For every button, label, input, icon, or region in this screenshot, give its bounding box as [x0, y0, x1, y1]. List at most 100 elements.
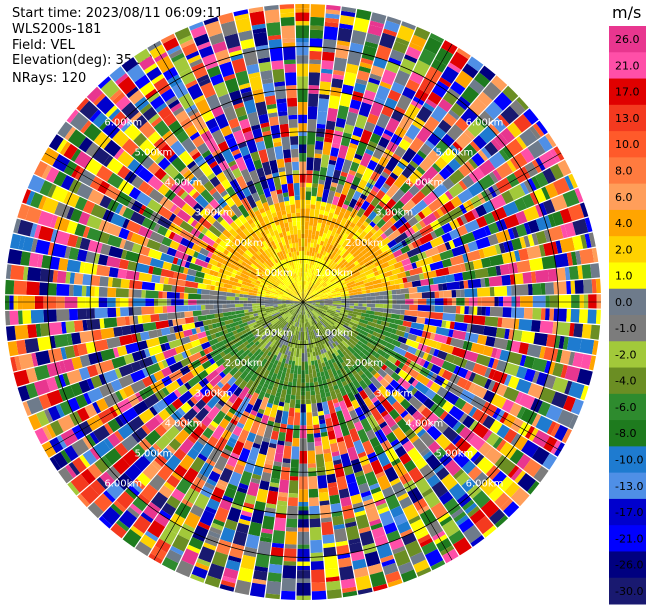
velocity-gate — [6, 325, 16, 341]
velocity-gate — [137, 315, 143, 324]
velocity-gate — [441, 40, 458, 55]
velocity-gate — [357, 291, 363, 295]
velocity-gate — [409, 160, 419, 169]
colorbar-tick-label: 1.0 — [615, 270, 633, 283]
velocity-gate — [450, 448, 461, 459]
velocity-gate — [453, 272, 464, 282]
velocity-gate — [372, 144, 386, 160]
velocity-gate — [376, 218, 386, 229]
velocity-gate — [503, 374, 512, 386]
velocity-gate — [313, 314, 317, 319]
velocity-gate — [356, 221, 363, 228]
velocity-gate — [405, 179, 414, 188]
velocity-gate — [310, 294, 314, 298]
velocity-gate — [584, 233, 592, 249]
velocity-gate — [370, 335, 376, 341]
velocity-gate — [314, 230, 320, 240]
velocity-gate — [291, 326, 296, 335]
velocity-gate — [232, 490, 247, 507]
velocity-gate — [318, 384, 324, 390]
velocity-gate — [296, 314, 300, 323]
velocity-gate — [514, 470, 526, 484]
velocity-gate — [303, 302, 306, 311]
velocity-gate — [553, 146, 565, 161]
velocity-gate — [319, 81, 331, 96]
velocity-gate — [313, 285, 317, 289]
velocity-gate — [523, 307, 533, 320]
velocity-gate — [355, 343, 364, 352]
velocity-gate — [502, 201, 519, 217]
velocity-gate — [273, 461, 282, 467]
velocity-gate — [319, 294, 328, 298]
velocity-gate — [294, 313, 299, 323]
velocity-gate — [308, 317, 313, 326]
velocity-gate — [326, 580, 341, 591]
velocity-gate — [291, 148, 299, 158]
velocity-gate — [342, 203, 349, 210]
colorbar-tick-label: 26.0 — [615, 33, 640, 46]
velocity-gate — [532, 123, 545, 137]
velocity-gate — [268, 416, 276, 422]
velocity-gate — [298, 310, 301, 315]
velocity-gate — [369, 221, 376, 228]
velocity-gate — [335, 117, 346, 128]
velocity-gate — [290, 347, 295, 357]
velocity-gate — [436, 243, 448, 254]
velocity-gate — [357, 227, 364, 234]
velocity-gate — [388, 322, 399, 330]
velocity-gate — [591, 247, 599, 263]
velocity-gate — [380, 186, 389, 194]
velocity-gate — [345, 111, 358, 127]
velocity-gate — [299, 463, 308, 477]
velocity-gate — [10, 264, 25, 280]
velocity-gate — [269, 47, 283, 62]
range-ring-label: 6.00km — [466, 479, 504, 490]
velocity-gate — [329, 494, 341, 505]
velocity-gate — [79, 330, 94, 344]
velocity-gate — [9, 310, 19, 325]
velocity-gate — [390, 241, 404, 253]
velocity-gate — [324, 352, 331, 361]
velocity-gate — [439, 205, 448, 215]
velocity-gate — [358, 379, 368, 390]
velocity-gate — [408, 376, 416, 385]
velocity-gate — [139, 331, 150, 341]
velocity-gate — [292, 242, 296, 248]
velocity-gate — [520, 296, 533, 308]
velocity-gate — [270, 546, 284, 557]
velocity-gate — [532, 295, 546, 308]
velocity-gate — [359, 261, 365, 267]
velocity-gate — [321, 287, 330, 293]
velocity-gate — [310, 238, 315, 244]
velocity-gate — [293, 326, 297, 336]
velocity-gate — [448, 109, 460, 121]
velocity-gate — [322, 51, 335, 62]
velocity-gate — [299, 310, 301, 315]
velocity-gate — [251, 303, 261, 306]
velocity-gate — [520, 147, 535, 164]
velocity-gate — [308, 292, 312, 296]
velocity-gate — [376, 113, 391, 129]
velocity-gate — [315, 318, 319, 323]
velocity-gate — [340, 132, 352, 147]
velocity-gate — [494, 296, 499, 307]
velocity-gate — [276, 158, 285, 169]
velocity-gate — [531, 446, 550, 465]
velocity-gate — [257, 408, 265, 415]
colorbar-tick-label: 17.0 — [615, 86, 640, 99]
velocity-gate — [455, 117, 470, 132]
velocity-gate — [368, 329, 374, 335]
velocity-gate — [384, 276, 390, 282]
velocity-gate — [360, 283, 365, 288]
velocity-gate — [382, 182, 391, 191]
velocity-gate — [375, 204, 383, 211]
velocity-gate — [333, 316, 338, 321]
velocity-gate — [249, 10, 266, 26]
velocity-gate — [345, 525, 360, 541]
velocity-gate — [244, 494, 257, 505]
velocity-gate — [320, 205, 326, 211]
velocity-gate — [73, 284, 83, 297]
velocity-gate — [441, 258, 452, 268]
velocity-gate — [323, 283, 328, 288]
colorbar-tick-label: 8.0 — [615, 165, 633, 178]
